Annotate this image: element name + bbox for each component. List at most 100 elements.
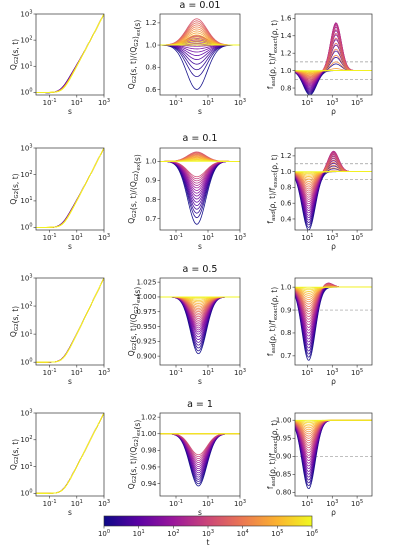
series-curve — [36, 413, 104, 494]
series-curve — [36, 278, 104, 363]
y-tick-label: 0.96 — [141, 463, 157, 471]
series-curve — [36, 148, 104, 228]
series-curve — [36, 278, 104, 363]
series-curve — [160, 296, 240, 316]
panel-ratio: 10-1 101 103 0.94 0.96 0.98 1.00 1.02 s QG2(s, t)… — [127, 412, 246, 517]
series-curve — [36, 148, 104, 228]
y-tick-label: 1.000 — [136, 293, 156, 301]
series-curve — [295, 286, 372, 303]
series-curve — [36, 14, 104, 93]
x-tick-label: 103 — [234, 499, 246, 508]
series-group — [160, 18, 240, 90]
x-tick-label: 10-1 — [169, 233, 183, 242]
x-axis-label: ρ — [331, 242, 336, 251]
series-curve — [36, 148, 104, 228]
series-curve — [36, 413, 104, 494]
series-curve — [36, 278, 104, 363]
series-curve — [36, 148, 104, 228]
y-tick-label: 0.6 — [280, 199, 292, 207]
series-curve — [36, 148, 104, 228]
panel-Q: 10-1 101 103 100 101 102 103 s QG2(s, t) — [9, 273, 110, 386]
series-curve — [36, 14, 104, 94]
axes-frame — [294, 147, 373, 231]
series-curve — [36, 413, 104, 494]
x-tick-label: 101 — [71, 499, 83, 508]
x-tick-label: 101 — [71, 368, 83, 377]
series-curve — [36, 14, 104, 93]
series-curve — [36, 413, 104, 494]
y-tick-label: 0.900 — [136, 352, 156, 360]
y-tick-label: 0.80 — [276, 489, 292, 497]
series-curve — [36, 148, 104, 228]
panel-ratio: 10-1 101 103 0.6 0.8 1.0 1.2 s QG2(s, t)/⟨QG2⟩ex… — [127, 13, 246, 116]
series-curve — [36, 413, 104, 494]
x-tick-label: 103 — [98, 233, 110, 242]
panels-group: a = 0.01 10-1 101 103 100 101 102 103 s QG2(s, t)… — [9, 0, 373, 517]
series-curve — [36, 148, 104, 228]
series-group — [36, 148, 104, 228]
series-curve — [36, 278, 104, 363]
series-curve — [160, 433, 240, 474]
series-curve — [36, 148, 104, 228]
colorbar: 100 101 102 103 104 105 106 t — [98, 515, 318, 547]
series-curve — [36, 278, 104, 363]
x-axis-label: ρ — [331, 107, 336, 116]
y-axis-label: QG2(s, t)/⟨QG2⟩ex(s) — [127, 154, 142, 224]
series-curve — [36, 148, 104, 228]
y-tick-label: 103 — [20, 408, 32, 417]
series-curve — [36, 413, 104, 494]
series-curve — [295, 419, 372, 490]
row-title: a = 1 — [187, 399, 213, 410]
series-curve — [36, 413, 104, 494]
x-tick-label: 101 — [301, 368, 313, 377]
series-curve — [36, 14, 104, 93]
series-group — [36, 14, 104, 94]
series-curve — [36, 14, 104, 93]
series-curve — [295, 286, 372, 298]
x-tick-label: 105 — [351, 368, 363, 377]
series-curve — [36, 14, 104, 93]
x-tick-label: 101 — [202, 368, 214, 377]
series-curve — [36, 413, 104, 494]
y-tick-label: 0.6 — [145, 86, 157, 94]
y-tick-label: 0.8 — [280, 329, 291, 337]
y-tick-label: 0.94 — [141, 480, 157, 488]
x-tick-label: 10-1 — [43, 499, 57, 508]
x-tick-label: 10-1 — [43, 233, 57, 242]
series-curve — [160, 433, 240, 459]
series-curve — [160, 296, 240, 346]
x-tick-label: 105 — [351, 233, 363, 242]
series-curve — [36, 148, 104, 228]
y-tick-label: 100 — [20, 88, 32, 97]
axes-frame — [294, 277, 373, 366]
y-tick-label: 101 — [20, 62, 32, 71]
series-curve — [160, 160, 240, 210]
series-curve — [160, 44, 240, 78]
series-curve — [36, 413, 104, 494]
axes-frame — [159, 412, 241, 497]
series-curve — [295, 282, 372, 323]
series-curve — [160, 296, 240, 335]
y-tick-label: 102 — [20, 170, 32, 179]
y-tick-label: 102 — [20, 35, 32, 44]
x-axis-label: s — [198, 107, 202, 116]
series-curve — [36, 413, 104, 494]
y-tick-label: 1.0 — [280, 168, 291, 176]
y-tick-label: 0.95 — [276, 435, 292, 443]
panel-rho: 101 103 105 0.7 0.8 0.9 1.0 ρ fasd(ρ, t)/fexact(… — [266, 277, 373, 386]
series-curve — [36, 278, 104, 363]
series-curve — [36, 14, 104, 94]
x-tick-label: 101 — [202, 233, 214, 242]
x-axis-label: s — [68, 377, 72, 386]
series-group — [36, 278, 104, 363]
series-group — [295, 150, 372, 230]
y-tick-label: 103 — [20, 273, 32, 282]
series-curve — [36, 14, 104, 93]
y-tick-label: 101 — [20, 462, 32, 471]
series-curve — [36, 14, 104, 93]
colorbar-tick-label: 104 — [237, 529, 249, 538]
series-curve — [36, 14, 104, 94]
y-axis-label: QG2(s, t) — [9, 439, 20, 470]
colorbar-tick-label: 100 — [98, 529, 110, 538]
series-curve — [36, 14, 104, 93]
